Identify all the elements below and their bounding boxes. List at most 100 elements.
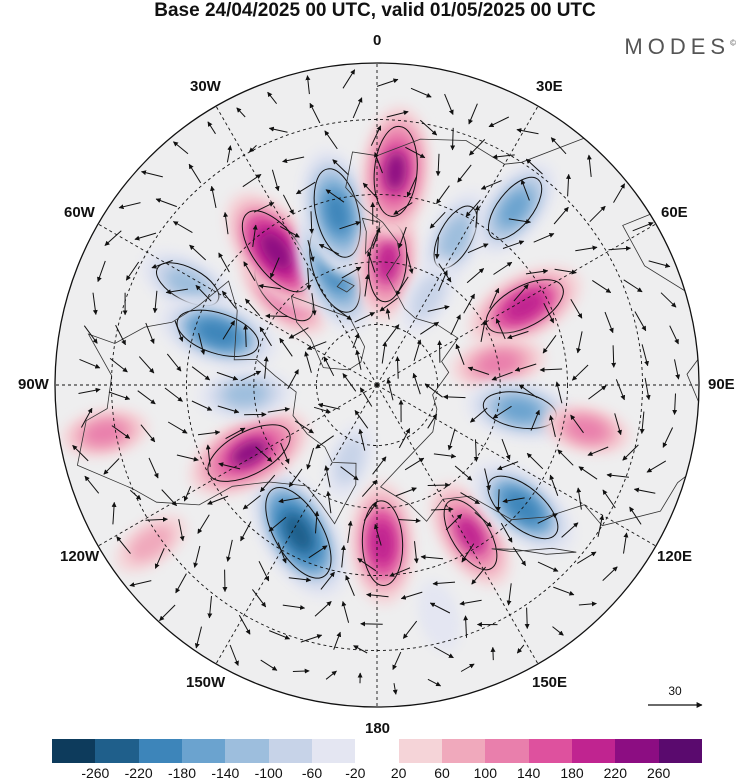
wind-vector: [506, 583, 512, 606]
wind-vector: [357, 557, 377, 572]
wind-vectors: [72, 69, 681, 695]
wind-vector: [516, 644, 525, 654]
longitude-label: 30W: [190, 78, 221, 95]
wind-vector: [450, 314, 461, 335]
colorbar-tick-label: 100: [473, 765, 498, 781]
wind-vector: [161, 489, 177, 507]
wind-vector: [134, 232, 157, 241]
wind-vector: [278, 497, 301, 504]
wind-vector: [259, 326, 272, 347]
wind-vector: [333, 306, 352, 321]
wind-vector: [314, 510, 320, 534]
wind-vector: [313, 406, 331, 414]
wind-vector: [520, 179, 530, 201]
wind-vector: [83, 325, 98, 344]
wind-vector: [420, 321, 440, 335]
wind-vector: [602, 489, 616, 509]
positive-anomaly: [350, 481, 415, 605]
wind-vector: [641, 344, 649, 367]
wind-vector: [555, 381, 563, 404]
wind-vector: [502, 240, 525, 249]
anomaly-contour: [485, 279, 564, 334]
wind-vector: [353, 645, 368, 654]
anomaly-shade: [334, 437, 365, 485]
wind-vector: [386, 110, 409, 118]
wind-vector: [295, 181, 316, 195]
latitude-circle: [186, 194, 568, 576]
wind-vector: [623, 532, 629, 554]
wind-vector: [225, 427, 246, 440]
wind-vector: [427, 305, 450, 312]
wind-vector: [488, 116, 510, 128]
graticule: [55, 63, 699, 707]
wind-vector: [159, 604, 176, 621]
wind-vector: [514, 363, 537, 372]
wind-vector: [333, 631, 342, 650]
wind-vector: [152, 290, 158, 314]
wind-vector: [395, 276, 409, 296]
wind-vector: [454, 465, 473, 481]
wind-vector: [444, 93, 454, 115]
colorbar-segment: [138, 739, 182, 763]
wind-vector: [443, 394, 466, 400]
wind-vector: [194, 626, 202, 649]
wind-vector: [639, 411, 645, 434]
colorbar-tick-label: -220: [124, 765, 153, 781]
wind-vector: [366, 592, 389, 598]
wind-vector: [575, 245, 598, 252]
wind-vector: [306, 267, 312, 291]
colorbar-tick-label: 220: [603, 765, 628, 781]
wind-vector: [427, 678, 442, 687]
wind-vector: [669, 325, 679, 345]
wind-vector: [323, 356, 335, 377]
wind-vector: [578, 601, 597, 607]
latitude-circle: [253, 261, 501, 509]
wind-vector: [166, 353, 182, 372]
wind-vector: [372, 456, 387, 475]
wind-vector: [431, 506, 454, 512]
wind-vector: [406, 176, 417, 198]
wind-vector: [111, 425, 131, 439]
wind-vector: [480, 319, 487, 342]
wind-vector: [586, 154, 592, 177]
wind-vector: [207, 121, 216, 135]
wind-vector: [557, 449, 574, 466]
wind-vector: [542, 335, 557, 354]
anomaly-contour: [361, 500, 404, 586]
wind-vector: [463, 615, 469, 638]
wind-vector: [355, 349, 362, 370]
wind-vector: [633, 487, 656, 494]
wind-vector: [484, 468, 491, 491]
anomaly-shade: [384, 151, 407, 192]
anomaly-shade: [129, 525, 173, 562]
wind-vector: [674, 359, 681, 380]
colorbar-segment: [52, 739, 96, 763]
wind-vector: [524, 607, 530, 629]
wind-vector: [395, 487, 417, 497]
wind-vector: [576, 551, 597, 564]
colorbar-tick-label: 20: [390, 765, 407, 781]
wind-vector: [470, 407, 488, 423]
wind-vector: [342, 69, 356, 89]
wind-vector: [392, 683, 398, 695]
wind-vector: [141, 170, 163, 178]
coastline: [336, 279, 355, 293]
wind-vector: [363, 502, 378, 521]
wind-vector: [104, 230, 122, 246]
negative-anomaly: [158, 297, 278, 369]
wind-vector: [287, 369, 299, 390]
wind-vector: [469, 139, 486, 156]
wind-vector: [193, 545, 201, 568]
wind-vector: [489, 287, 500, 309]
wind-vector: [92, 292, 98, 315]
wind-vector: [352, 333, 360, 349]
longitude-label: 60W: [64, 204, 95, 221]
wind-vector: [172, 221, 193, 234]
wind-vector: [361, 479, 378, 497]
negative-anomaly: [250, 467, 347, 599]
wind-vector: [429, 602, 451, 614]
wind-vector: [342, 373, 357, 392]
wind-vector: [315, 435, 334, 449]
wind-vector: [145, 322, 155, 344]
wind-vector: [461, 543, 475, 563]
